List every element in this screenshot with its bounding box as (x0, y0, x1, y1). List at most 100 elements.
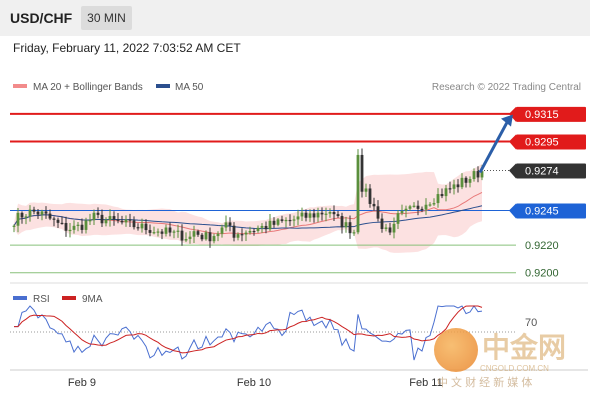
candle-body (444, 188, 448, 197)
candle-body (164, 227, 168, 234)
x-label-feb11: Feb 11 (409, 377, 442, 389)
level-badge-pivot (516, 203, 586, 219)
rsi-lines (14, 305, 483, 361)
watermark-brand: 中金网 (482, 331, 566, 363)
timeframe-button[interactable]: 30 MIN (81, 6, 132, 30)
candle-body (44, 211, 48, 214)
candle-body (400, 210, 404, 214)
candle-body (108, 216, 112, 220)
candle-body (360, 154, 364, 192)
candle-body (28, 209, 32, 217)
candle-body (268, 220, 272, 230)
candle-body (344, 222, 348, 228)
candle-body (456, 184, 460, 188)
candle-body (216, 233, 220, 237)
candle-body (356, 154, 360, 233)
rsi-legend-label: RSI (33, 294, 50, 305)
level-badge-current (516, 163, 586, 179)
forecast-arrow-shaft (478, 119, 510, 174)
candle-body (64, 222, 68, 231)
candle-body (56, 219, 60, 223)
candle-body (196, 231, 200, 235)
level-badge-resistance (516, 106, 586, 122)
watermark-logo-icon (434, 328, 478, 372)
candle-body (340, 216, 344, 228)
rsi-70-label: 70 (525, 317, 537, 329)
candle-body (464, 177, 468, 183)
candle-body (24, 216, 28, 218)
candle-body (476, 171, 480, 178)
candle-body (48, 213, 52, 219)
ma50-line (13, 205, 483, 230)
candle-body (160, 231, 164, 234)
candle-body (312, 213, 316, 218)
candle-body (368, 188, 372, 204)
candle-body (324, 213, 328, 215)
candle-body (204, 232, 208, 240)
candle-body (392, 223, 396, 233)
candle-body (212, 236, 216, 242)
candle-body (404, 208, 408, 211)
candle-body (348, 222, 352, 234)
candle-body (124, 219, 128, 223)
candle-body (480, 171, 484, 178)
candle-body (416, 205, 420, 209)
candle-body (380, 218, 384, 229)
level-label: 0.9220 (525, 240, 559, 252)
candle-body (352, 232, 356, 234)
rsi-ma-legend-swatch (62, 296, 76, 300)
candle-body (236, 234, 240, 238)
candle-body (68, 229, 72, 232)
level-badge-pointer (509, 163, 516, 179)
candle-body (432, 203, 436, 205)
candle-body (20, 212, 24, 218)
candle-body (252, 230, 256, 233)
candle-body (308, 213, 312, 218)
candle-body (296, 216, 300, 220)
candle-body (132, 220, 136, 228)
candle-body (232, 225, 236, 238)
forecast-arrow (478, 114, 513, 174)
datetime-stamp: Friday, February 11, 2022 7:03:52 AM CET (13, 41, 241, 55)
candle-body (84, 220, 88, 230)
level-badge-pointer (509, 134, 516, 150)
candle-body (460, 177, 464, 188)
candle-body (260, 225, 264, 228)
candle-body (384, 227, 388, 229)
candle-body (472, 171, 476, 180)
rsi-line (14, 305, 483, 361)
candle-body (300, 212, 304, 217)
candle-body (136, 227, 140, 229)
candle-body (280, 219, 284, 221)
rsi-ma-legend-label: 9MA (82, 294, 103, 305)
candle-body (272, 220, 276, 225)
candle-body (120, 220, 124, 223)
candle-body (100, 214, 104, 224)
level-badge-pointer (509, 106, 516, 122)
candle-body (276, 219, 280, 225)
x-label-feb10: Feb 10 (237, 377, 271, 389)
level-label: 0.9245 (525, 206, 559, 218)
candle-body (256, 227, 260, 232)
candle-body (156, 231, 160, 233)
candle-body (292, 219, 296, 221)
moving-averages (13, 192, 483, 235)
symbol-title: USD/CHF (10, 10, 73, 26)
candle-body (92, 212, 96, 221)
candle-body (128, 219, 132, 221)
candle-body (180, 230, 184, 241)
candle-body (388, 227, 392, 233)
candle-body (248, 230, 252, 233)
candle-body (424, 204, 428, 210)
candle-body (316, 212, 320, 218)
candle-body (264, 225, 268, 230)
bollinger-bands (14, 163, 482, 253)
candle-body (52, 218, 56, 220)
header-bar: USD/CHF 30 MIN (0, 0, 590, 36)
candle-body (440, 194, 444, 197)
candle-body (452, 184, 456, 189)
forecast-arrow-head (501, 114, 513, 127)
x-label-feb9: Feb 9 (68, 377, 96, 389)
candle-body (468, 179, 472, 183)
